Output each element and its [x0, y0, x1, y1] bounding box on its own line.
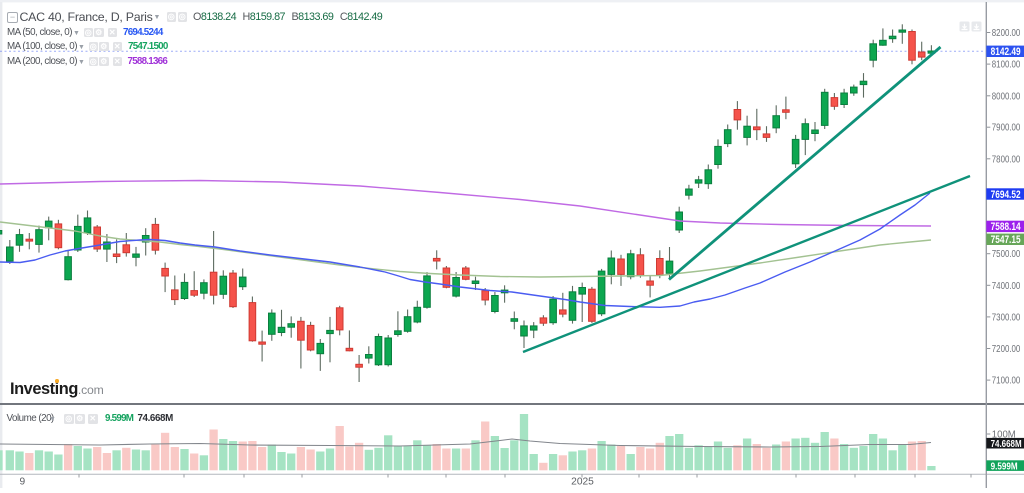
- svg-text:7500.00: 7500.00: [992, 249, 1021, 260]
- svg-text:2025: 2025: [571, 477, 594, 488]
- svg-text:100M: 100M: [992, 429, 1016, 440]
- svg-text:8100.00: 8100.00: [992, 60, 1021, 71]
- svg-text:7300.00: 7300.00: [992, 312, 1021, 323]
- svg-text:9: 9: [20, 477, 26, 488]
- svg-text:8000.00: 8000.00: [992, 91, 1021, 102]
- svg-text:7588.14: 7588.14: [991, 221, 1021, 233]
- svg-text:7100.00: 7100.00: [992, 376, 1021, 387]
- svg-text:7400.00: 7400.00: [992, 281, 1021, 292]
- svg-text:9.599M: 9.599M: [991, 461, 1018, 472]
- svg-text:7900.00: 7900.00: [992, 123, 1021, 134]
- svg-text:8142.49: 8142.49: [991, 46, 1021, 58]
- svg-text:7694.52: 7694.52: [991, 189, 1021, 201]
- svg-text:74.668M: 74.668M: [991, 439, 1022, 450]
- svg-text:7547.15: 7547.15: [991, 234, 1021, 246]
- svg-text:7200.00: 7200.00: [992, 344, 1021, 355]
- svg-text:8200.00: 8200.00: [992, 28, 1021, 39]
- svg-text:7800.00: 7800.00: [992, 154, 1021, 165]
